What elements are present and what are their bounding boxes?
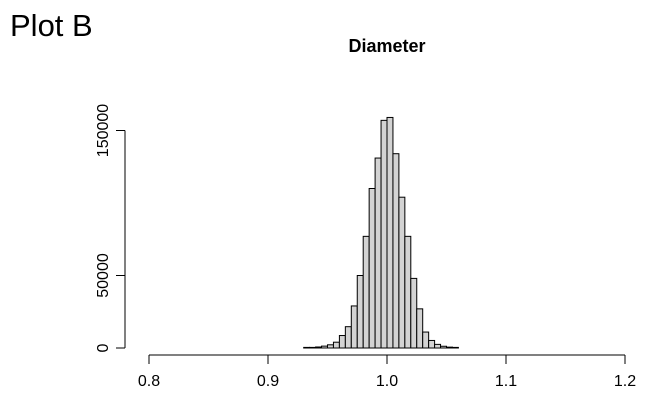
histogram-bar: [404, 235, 412, 349]
histogram-bar: [344, 326, 352, 349]
histogram-bar: [374, 157, 382, 349]
histogram-bar: [338, 335, 346, 349]
x-axis: 0.8 0.9 1.0 1.1 1.2: [138, 354, 636, 390]
bars-group: [303, 116, 459, 349]
histogram-bar: [398, 196, 406, 349]
histogram-bar: [410, 277, 418, 349]
histogram-bar: [380, 119, 388, 349]
histogram-bar: [356, 275, 364, 349]
histogram-bar: [386, 116, 394, 349]
histogram-bar: [416, 308, 424, 349]
histogram-bar: [315, 346, 323, 349]
histogram-bar: [350, 305, 358, 349]
histogram-bar: [332, 341, 340, 349]
histogram-bar: [327, 344, 334, 349]
histogram-bar: [303, 346, 311, 349]
histogram-bar: [440, 345, 447, 349]
y-tick-label: 150000: [95, 104, 112, 157]
histogram-bar: [362, 235, 370, 349]
x-tick-label: 1.0: [376, 373, 398, 390]
histogram-bar: [392, 153, 400, 349]
x-tick-label: 1.2: [614, 373, 636, 390]
histogram-bar: [451, 346, 459, 349]
x-tick-label: 0.9: [257, 373, 279, 390]
histogram-bar: [434, 343, 442, 349]
x-tick-label: 0.8: [138, 373, 160, 390]
histogram-bar: [368, 188, 376, 349]
y-tick-label: 50000: [95, 253, 112, 298]
histogram-bar: [422, 331, 430, 349]
histogram-bar: [321, 345, 328, 349]
histogram-bar: [309, 346, 317, 349]
histogram-bar: [428, 339, 436, 349]
histogram-bar: [446, 346, 453, 349]
chart-title: Diameter: [348, 36, 425, 56]
y-axis: 0 50000 150000: [95, 104, 126, 352]
panel-label: Plot B: [10, 8, 93, 43]
y-tick-label: 0: [95, 343, 112, 352]
x-tick-label: 1.1: [495, 373, 517, 390]
